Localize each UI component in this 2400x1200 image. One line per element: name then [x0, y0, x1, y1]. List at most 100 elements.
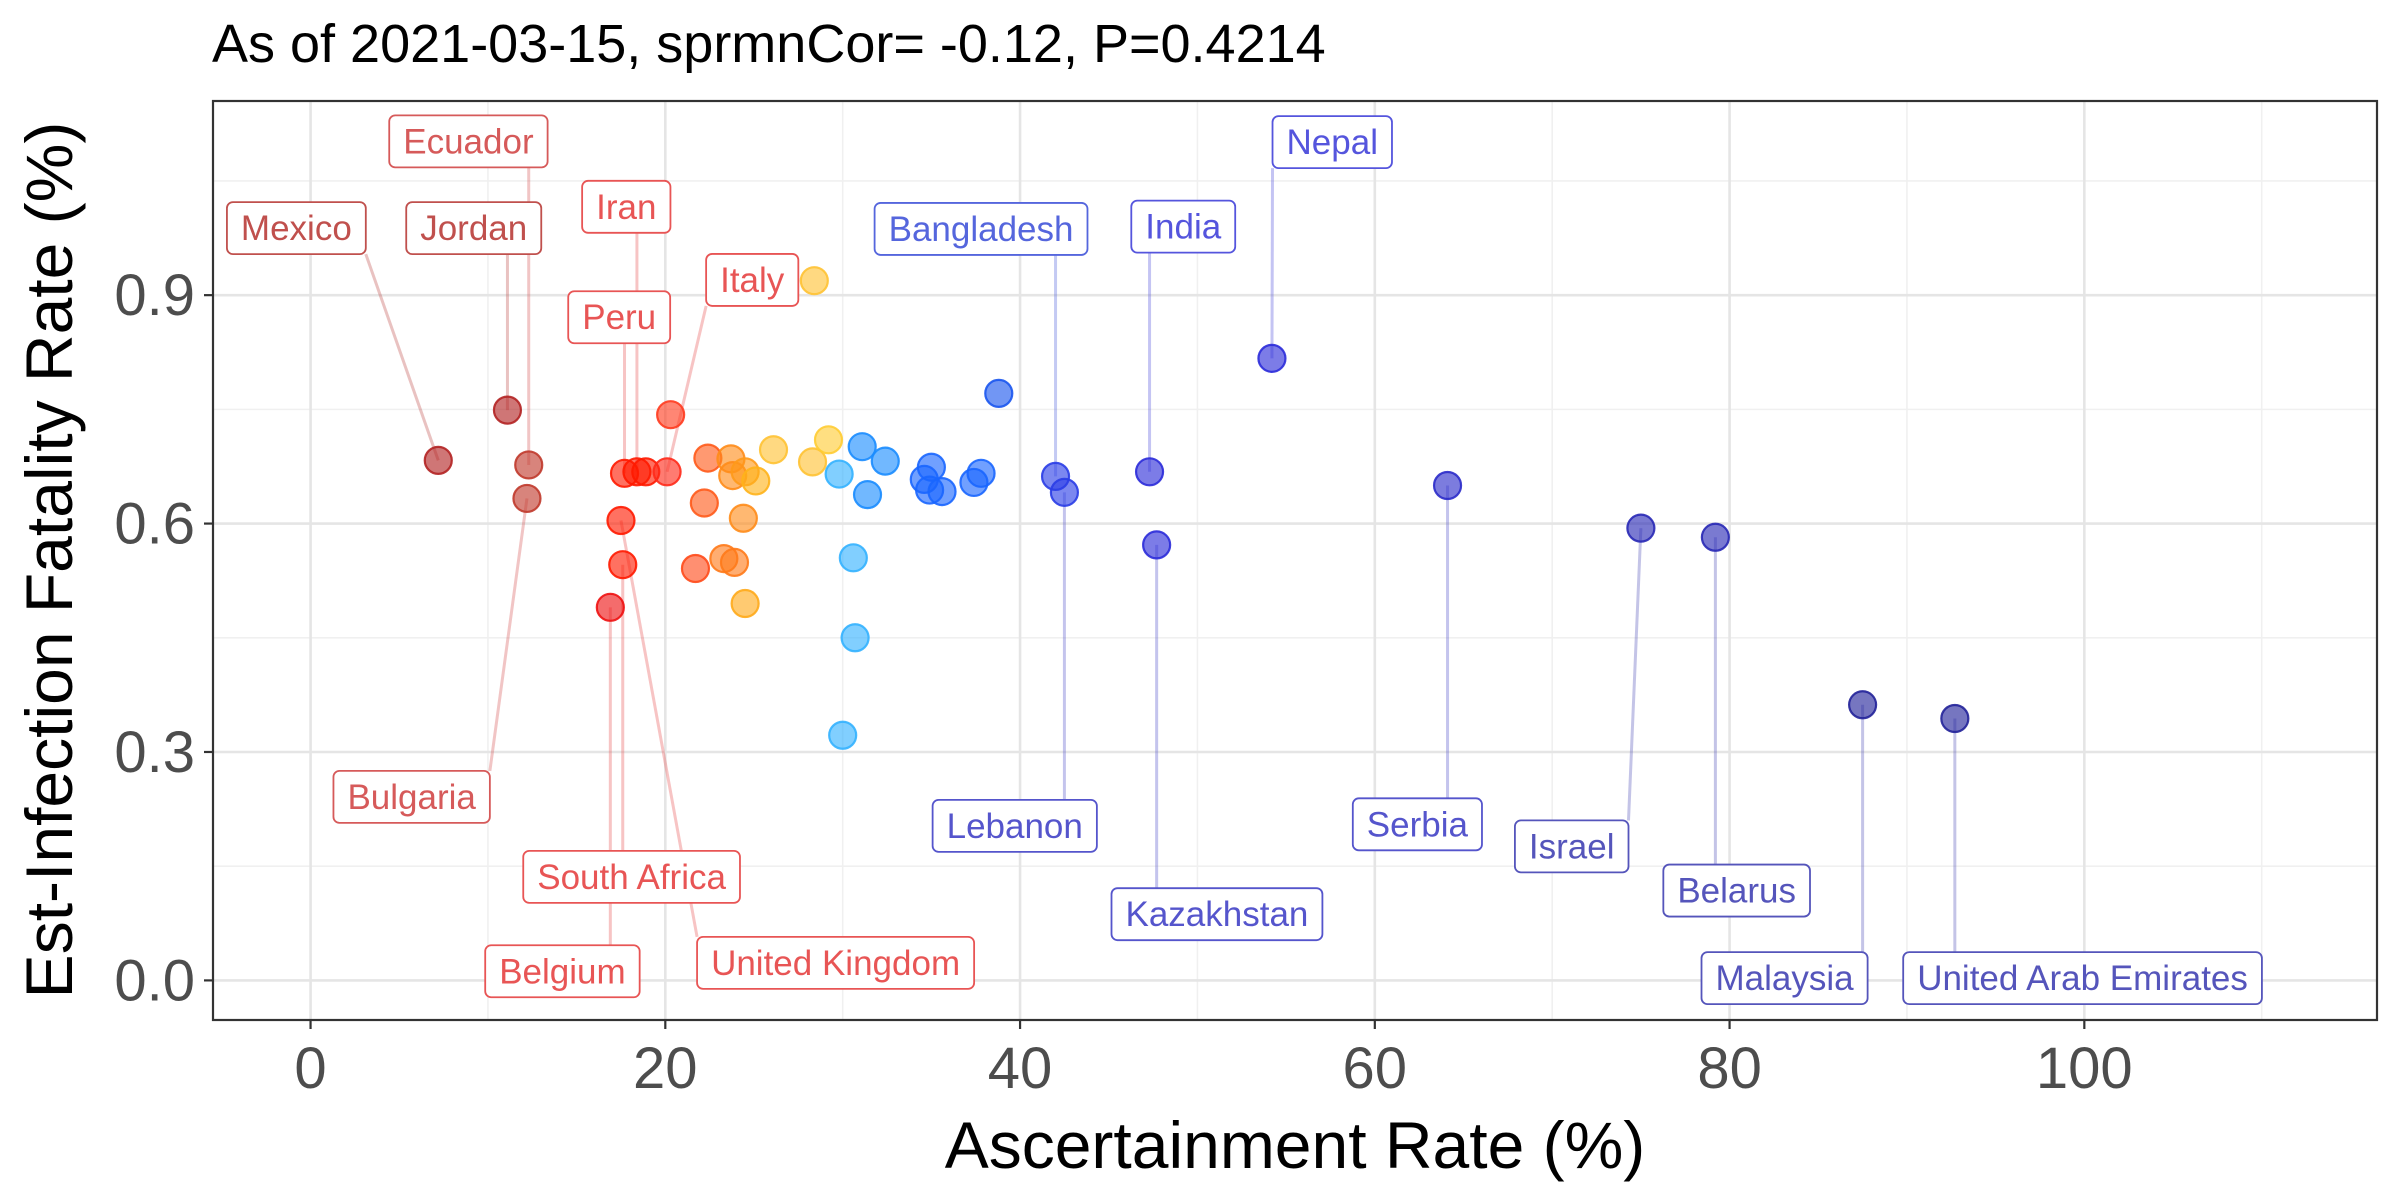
- point-label: Serbia: [1367, 805, 1469, 844]
- point-label-box: [484, 944, 641, 999]
- data-point: [1432, 470, 1463, 501]
- point-label: India: [1145, 208, 1221, 247]
- data-point: [608, 550, 638, 580]
- point-label-box: [405, 201, 543, 256]
- chart-title: As of 2021-03-15, sprmnCor= -0.12, P=0.4…: [212, 14, 1326, 74]
- data-point: [656, 400, 686, 430]
- y-tick-label: 0.0: [114, 948, 195, 1013]
- data-point: [984, 378, 1014, 408]
- data-point: [595, 592, 625, 622]
- point-label: Kazakhstan: [1126, 895, 1309, 934]
- data-point: [680, 553, 711, 584]
- point-label: Belarus: [1677, 872, 1796, 911]
- data-point: [652, 457, 682, 487]
- data-point: [797, 447, 828, 477]
- point-label-box: [705, 253, 800, 307]
- major-gridlines: [213, 101, 2377, 1020]
- point-label: United Arab Emirates: [1917, 959, 2248, 998]
- data-point: [1700, 522, 1730, 552]
- point-label-box: [1700, 951, 1869, 1006]
- point-label-box: [1662, 863, 1811, 918]
- data-point: [730, 588, 760, 619]
- point-label: Malaysia: [1716, 959, 1855, 998]
- point-label-box: [581, 179, 672, 234]
- data-point: [1848, 690, 1878, 720]
- point-label: Mexico: [241, 209, 352, 248]
- point-label-box: [226, 201, 367, 256]
- data-point: [1134, 457, 1165, 487]
- data-point: [824, 459, 854, 489]
- point-label-box: [332, 770, 491, 824]
- point-label-box: [567, 290, 672, 345]
- point-label-box: [1271, 115, 1393, 170]
- data-point: [1626, 513, 1656, 543]
- point-label: Belgium: [499, 952, 625, 991]
- point-label-box: [696, 935, 976, 990]
- data-point: [423, 445, 453, 475]
- point-label-box: [1130, 199, 1237, 254]
- point-label: Israel: [1529, 827, 1615, 866]
- data-point: [1257, 343, 1287, 373]
- point-label: Nepal: [1287, 123, 1378, 162]
- y-axis-title: Est-Infection Fatality Rate (%): [12, 122, 86, 999]
- point-label: Lebanon: [947, 807, 1083, 846]
- leader-line: [488, 498, 529, 772]
- y-tick-label: 0.9: [114, 263, 195, 328]
- x-axis-title: Ascertainment Rate (%): [945, 1108, 1646, 1182]
- x-axis-ticks: 0 20 40 60 80 100: [294, 1020, 2133, 1101]
- point-label-box: [1902, 951, 2263, 1006]
- data-point: [512, 483, 542, 514]
- y-tick-label: 0.6: [114, 492, 195, 557]
- point-label-box: [931, 798, 1098, 853]
- data-point: [719, 547, 750, 578]
- point-label: Ecuador: [403, 122, 534, 161]
- x-tick-label: 80: [1697, 1036, 1762, 1101]
- data-point: [689, 488, 719, 518]
- leader-line: [364, 253, 440, 461]
- data-point: [840, 623, 870, 653]
- data-point: [606, 505, 636, 536]
- data-point: [828, 720, 858, 750]
- data-point: [813, 425, 844, 455]
- data-point: [492, 395, 523, 425]
- data-point: [870, 446, 900, 476]
- point-label-box: [1351, 797, 1483, 852]
- leader-line: [665, 305, 708, 473]
- data-point: [741, 466, 771, 496]
- data-point: [1940, 703, 1970, 734]
- data-point: [514, 450, 544, 480]
- data-points: [423, 266, 1970, 750]
- leader-line: [1627, 528, 1643, 821]
- point-label: Jordan: [420, 209, 527, 248]
- x-tick-label: 20: [633, 1036, 698, 1101]
- leader-line: [1270, 168, 1275, 359]
- data-point: [927, 476, 957, 507]
- data-point: [1049, 477, 1080, 507]
- data-point: [838, 543, 868, 573]
- data-point: [1142, 530, 1172, 560]
- data-point: [852, 480, 883, 510]
- x-tick-label: 100: [2036, 1036, 2133, 1101]
- plot-panel-border: [211, 99, 2379, 1022]
- point-label: Peru: [582, 298, 656, 337]
- data-point: [966, 458, 996, 488]
- point-label: Italy: [720, 261, 785, 300]
- point-label-box: [522, 849, 741, 904]
- x-tick-label: 60: [1343, 1036, 1408, 1101]
- point-label-box: [1514, 819, 1630, 874]
- point-label: South Africa: [537, 858, 726, 897]
- x-tick-label: 40: [988, 1036, 1053, 1101]
- label-leader-lines: [364, 167, 1957, 953]
- point-label: United Kingdom: [711, 944, 960, 983]
- point-labels: Mexico Jordan Ecuador Iran Peru Italy Bulgaria…: [226, 114, 2263, 1006]
- data-point: [847, 432, 877, 462]
- point-label: Bulgaria: [347, 778, 476, 817]
- data-point: [799, 266, 829, 296]
- data-point: [758, 435, 789, 465]
- point-label: Bangladesh: [889, 210, 1074, 249]
- data-point: [728, 503, 758, 533]
- point-label-box: [873, 202, 1089, 256]
- point-label: Iran: [596, 188, 656, 227]
- x-tick-label: 0: [294, 1036, 326, 1101]
